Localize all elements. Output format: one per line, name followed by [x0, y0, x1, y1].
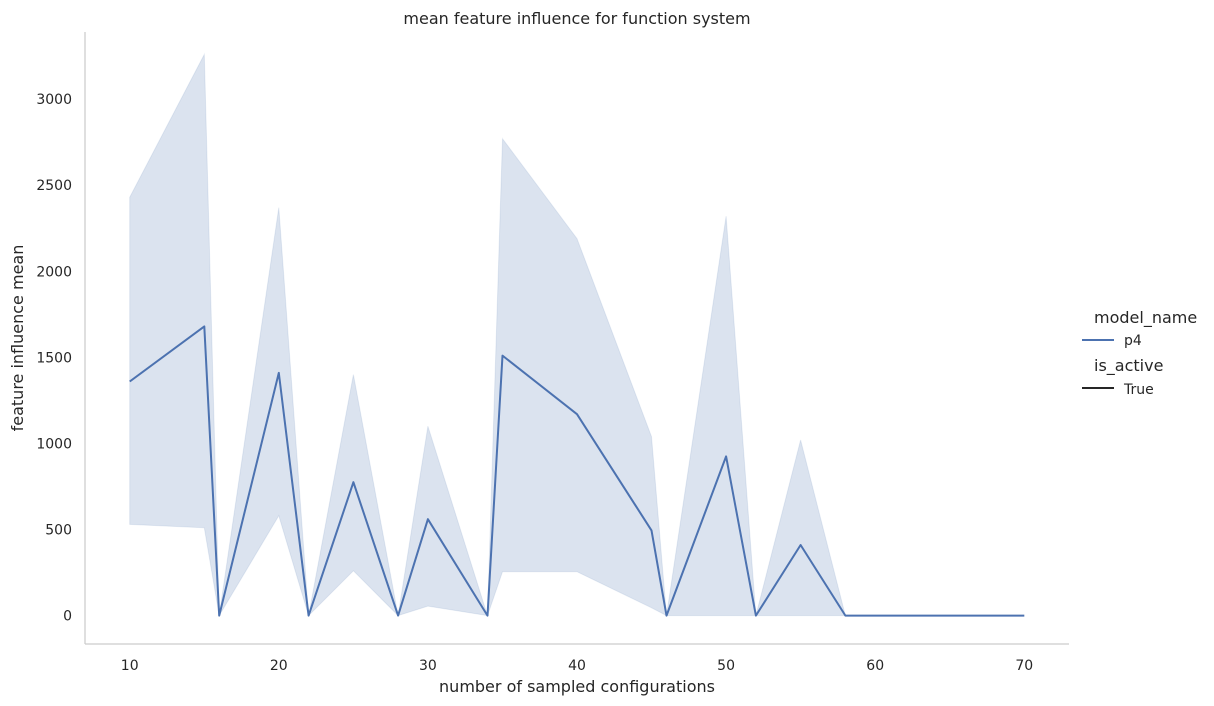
legend-style-title: is_active — [1094, 356, 1163, 376]
legend-hue-title: model_name — [1094, 308, 1197, 328]
x-tick-label: 20 — [270, 658, 288, 674]
legend: model_name p4 is_active True — [1082, 308, 1197, 398]
y-tick-label: 2500 — [36, 178, 72, 194]
x-tick-labels: 10 20 30 40 50 60 70 — [121, 658, 1033, 674]
x-tick-label: 10 — [121, 658, 139, 674]
x-tick-label: 40 — [568, 658, 586, 674]
x-tick-label: 60 — [866, 658, 884, 674]
x-tick-label: 50 — [717, 658, 735, 674]
y-tick-label: 500 — [45, 523, 72, 539]
y-tick-label: 0 — [63, 609, 72, 625]
legend-p4-label: p4 — [1124, 333, 1142, 349]
y-axis-label: feature influence mean — [8, 245, 27, 432]
series-line-layer — [129, 325, 1025, 617]
y-tick-label: 3000 — [36, 92, 72, 108]
y-tick-label: 2000 — [36, 264, 72, 280]
y-tick-labels: 0 500 1000 1500 2000 2500 3000 — [36, 92, 72, 625]
x-axis-label: number of sampled configurations — [439, 677, 715, 696]
legend-true-label: True — [1123, 382, 1154, 398]
y-tick-label: 1000 — [36, 436, 72, 452]
chart-title: mean feature influence for function syst… — [403, 9, 750, 28]
x-tick-label: 70 — [1015, 658, 1033, 674]
y-tick-label: 1500 — [36, 350, 72, 366]
confidence-band-layer — [129, 52, 1025, 618]
x-tick-label: 30 — [419, 658, 437, 674]
confidence-band-p4 — [129, 52, 1025, 618]
